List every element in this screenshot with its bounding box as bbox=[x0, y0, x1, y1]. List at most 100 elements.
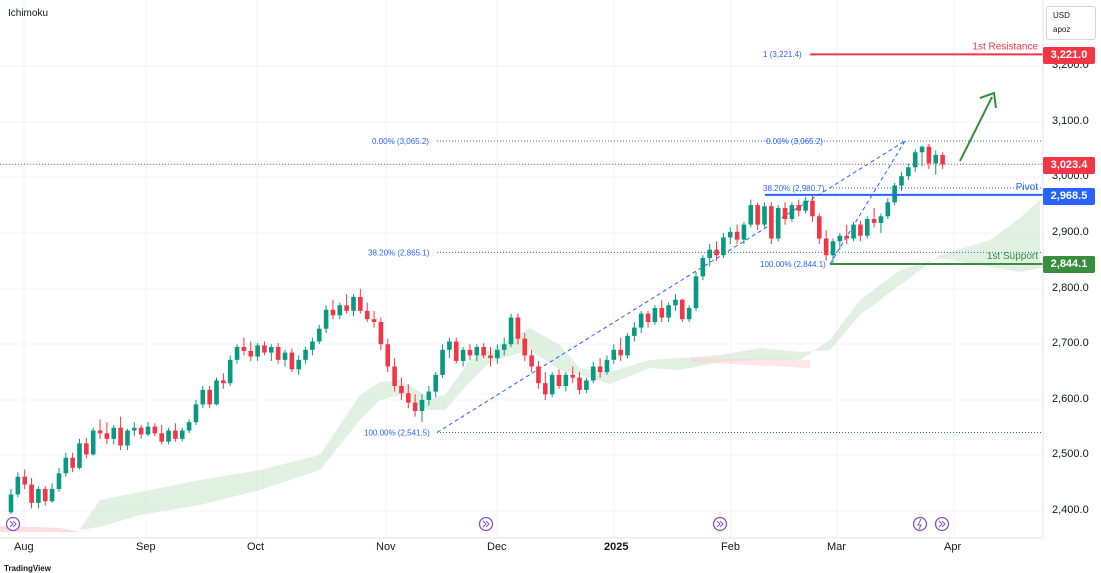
candle-body bbox=[632, 327, 637, 336]
candle-body bbox=[316, 328, 322, 342]
time-axis-label: Feb bbox=[721, 541, 740, 553]
candle-body bbox=[775, 207, 781, 239]
candle-body bbox=[590, 366, 596, 381]
candle-body bbox=[597, 366, 603, 373]
candle-body bbox=[584, 380, 589, 390]
candle-body bbox=[371, 319, 377, 322]
candle-body bbox=[289, 352, 295, 370]
fib-label: 100.00% (2,844.1) bbox=[760, 260, 826, 269]
fib-trend-line bbox=[436, 140, 906, 433]
time-axis-label: Mar bbox=[827, 541, 846, 553]
candle-body bbox=[255, 345, 260, 357]
candle-body bbox=[693, 276, 699, 309]
price-axis-label: 2,500.0 bbox=[1052, 448, 1089, 460]
candle-body bbox=[248, 350, 254, 357]
candle-body bbox=[453, 341, 459, 361]
pivot-price-tag: 2,968.5 bbox=[1043, 188, 1095, 205]
candle-body bbox=[755, 205, 760, 225]
event-marker-icon[interactable] bbox=[934, 516, 950, 532]
candle-body bbox=[686, 308, 692, 320]
candle-body bbox=[714, 249, 719, 256]
candle-body bbox=[173, 430, 178, 439]
candle-body bbox=[871, 219, 877, 223]
fib-label: 0.00% (3,065.2) bbox=[766, 137, 823, 146]
candle-body bbox=[303, 349, 308, 360]
fib-label: 100.00% (2,541.5) bbox=[364, 428, 430, 437]
candle-body bbox=[186, 422, 192, 431]
arrow-glyph bbox=[9, 520, 17, 528]
event-markers[interactable] bbox=[5, 516, 950, 532]
event-marker-icon[interactable] bbox=[478, 516, 494, 532]
candle-body bbox=[241, 347, 247, 351]
price-axis-label: 2,800.0 bbox=[1052, 282, 1089, 294]
candle-body bbox=[721, 237, 726, 256]
candle-body bbox=[549, 374, 555, 395]
candle-body bbox=[15, 476, 21, 495]
fib-label: 0.00% (3,065.2) bbox=[372, 137, 429, 146]
candle-body bbox=[830, 241, 836, 256]
candle-body bbox=[358, 296, 363, 311]
candle-body bbox=[864, 219, 870, 236]
candle-body bbox=[125, 430, 130, 446]
candle-body bbox=[214, 380, 219, 405]
candle-body bbox=[501, 344, 507, 350]
candle-body bbox=[481, 347, 486, 356]
candle-body bbox=[659, 308, 665, 318]
candle-body bbox=[522, 338, 528, 356]
cloud-bearish bbox=[690, 358, 810, 368]
candle-body bbox=[508, 317, 514, 345]
fibonacci-lines: 0.00% (3,065.2) 38.20% (2,865.1) 100.00% (… bbox=[364, 50, 1043, 437]
event-marker-icon[interactable] bbox=[912, 516, 928, 532]
candle-body bbox=[323, 309, 329, 329]
candle-body bbox=[132, 427, 137, 431]
indicator-label[interactable]: Ichimoku bbox=[8, 8, 49, 19]
candle-body bbox=[823, 238, 829, 256]
candle-body bbox=[296, 359, 301, 370]
candle-body bbox=[673, 299, 678, 306]
candle-body bbox=[262, 345, 267, 353]
ichimoku-cloud bbox=[0, 200, 1040, 532]
candle-body bbox=[536, 366, 541, 384]
event-marker-icon[interactable] bbox=[712, 516, 728, 532]
candle-body bbox=[385, 344, 391, 367]
candle-body bbox=[638, 313, 644, 328]
candle-body bbox=[152, 426, 158, 434]
candle-body bbox=[447, 341, 452, 350]
candle-body bbox=[919, 146, 925, 153]
event-marker-icon[interactable] bbox=[5, 516, 21, 532]
candle-body bbox=[652, 308, 658, 322]
price-axis-label: 2,700.0 bbox=[1052, 337, 1089, 349]
candle-body bbox=[837, 235, 843, 242]
pivot-label: Pivot bbox=[1016, 182, 1038, 193]
candle-body bbox=[906, 167, 911, 177]
time-axis-label: Apr bbox=[944, 541, 962, 553]
candle-body bbox=[63, 457, 69, 474]
arrow-glyph bbox=[716, 520, 724, 528]
candle-body bbox=[36, 488, 41, 503]
currency-sub: apoz bbox=[1053, 25, 1071, 34]
candle-body bbox=[406, 393, 411, 403]
candle-body bbox=[762, 206, 767, 225]
support-price-tag: 2,844.1 bbox=[1043, 256, 1095, 273]
time-axis-label: Aug bbox=[14, 541, 34, 553]
currency-selector[interactable]: USD apoz bbox=[1046, 6, 1096, 40]
time-axis-label: 2025 bbox=[604, 541, 629, 553]
support-resistance-lines: 1st Resistance Pivot 1st Support bbox=[0, 41, 1043, 266]
candles bbox=[8, 143, 945, 514]
candle-body bbox=[817, 216, 822, 239]
tradingview-logo[interactable]: TradingView bbox=[4, 564, 51, 573]
support-label: 1st Support bbox=[987, 251, 1038, 262]
candle-body bbox=[8, 494, 14, 513]
time-axis-label: Oct bbox=[247, 541, 265, 553]
candle-body bbox=[234, 347, 240, 360]
candle-body bbox=[166, 430, 171, 442]
grid bbox=[0, 0, 1043, 538]
candle-body bbox=[90, 430, 96, 455]
candle-body bbox=[145, 426, 151, 435]
candle-body bbox=[495, 349, 500, 359]
projection-arrow-line bbox=[959, 96, 993, 162]
candle-body bbox=[796, 205, 802, 211]
arrow-glyph bbox=[938, 520, 946, 528]
candle-body bbox=[734, 231, 740, 240]
